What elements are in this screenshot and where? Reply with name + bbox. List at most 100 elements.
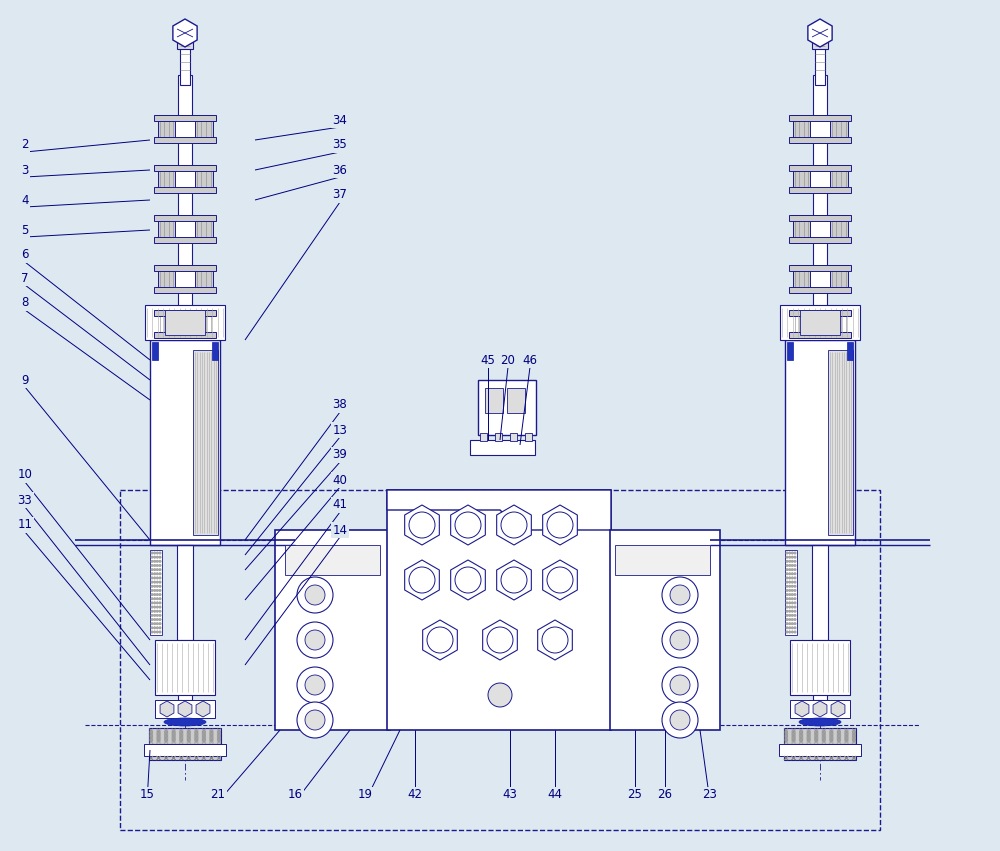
Circle shape — [788, 631, 791, 633]
Text: 5: 5 — [21, 224, 29, 237]
Circle shape — [794, 619, 796, 620]
Circle shape — [409, 512, 435, 538]
Text: 25: 25 — [628, 789, 642, 802]
Circle shape — [156, 573, 159, 575]
Circle shape — [786, 593, 788, 596]
Circle shape — [788, 622, 791, 625]
Circle shape — [156, 597, 159, 600]
Circle shape — [156, 631, 159, 633]
Bar — [507, 388, 525, 413]
Circle shape — [159, 556, 161, 558]
Circle shape — [794, 564, 796, 567]
Circle shape — [153, 585, 156, 587]
Circle shape — [794, 622, 796, 625]
Circle shape — [501, 512, 527, 538]
Circle shape — [153, 606, 156, 608]
Circle shape — [791, 551, 794, 554]
Circle shape — [159, 622, 161, 625]
Circle shape — [153, 622, 156, 625]
Polygon shape — [451, 505, 485, 545]
Circle shape — [297, 702, 333, 738]
Bar — [175, 314, 195, 334]
Circle shape — [156, 593, 159, 596]
Circle shape — [153, 564, 156, 567]
Circle shape — [791, 560, 794, 563]
Polygon shape — [423, 620, 457, 660]
Circle shape — [791, 573, 794, 575]
Circle shape — [794, 631, 796, 633]
Circle shape — [297, 622, 333, 658]
Circle shape — [156, 610, 159, 613]
Circle shape — [151, 593, 153, 596]
Polygon shape — [543, 505, 577, 545]
Circle shape — [151, 619, 153, 620]
Circle shape — [791, 597, 794, 600]
Circle shape — [794, 589, 796, 591]
Text: 40: 40 — [333, 473, 347, 487]
Bar — [149, 728, 221, 744]
Circle shape — [786, 597, 788, 600]
Bar — [789, 310, 851, 316]
Circle shape — [788, 610, 791, 613]
Bar — [789, 237, 851, 243]
Circle shape — [455, 512, 481, 538]
Circle shape — [151, 556, 153, 558]
Circle shape — [788, 577, 791, 580]
Circle shape — [547, 567, 573, 593]
Circle shape — [159, 593, 161, 596]
Bar — [792, 265, 848, 293]
Circle shape — [156, 589, 159, 591]
Text: 7: 7 — [21, 271, 29, 284]
Circle shape — [662, 577, 698, 613]
Bar — [150, 340, 220, 545]
Circle shape — [156, 560, 159, 563]
Text: 34: 34 — [333, 113, 347, 127]
Bar — [810, 219, 830, 239]
Circle shape — [791, 585, 794, 587]
Circle shape — [159, 551, 161, 554]
Circle shape — [791, 577, 794, 580]
Circle shape — [788, 606, 791, 608]
Text: 10: 10 — [18, 469, 32, 482]
Circle shape — [305, 675, 325, 695]
Circle shape — [794, 610, 796, 613]
Circle shape — [151, 589, 153, 591]
Bar — [175, 269, 195, 289]
Circle shape — [794, 602, 796, 604]
Circle shape — [794, 606, 796, 608]
Circle shape — [788, 551, 791, 554]
Bar — [387, 490, 611, 730]
Circle shape — [297, 667, 333, 703]
Bar — [510, 433, 517, 441]
Circle shape — [791, 606, 794, 608]
Circle shape — [791, 622, 794, 625]
Circle shape — [786, 606, 788, 608]
Bar — [784, 756, 856, 760]
Circle shape — [159, 626, 161, 629]
Circle shape — [791, 626, 794, 629]
Bar — [779, 744, 861, 756]
Circle shape — [786, 589, 788, 591]
Bar — [785, 340, 855, 545]
Circle shape — [153, 614, 156, 617]
Bar — [815, 25, 825, 85]
Bar — [800, 310, 840, 335]
Circle shape — [488, 683, 512, 707]
Polygon shape — [451, 560, 485, 600]
Circle shape — [786, 619, 788, 620]
Bar — [150, 550, 162, 635]
Circle shape — [156, 619, 159, 620]
Bar — [154, 137, 216, 143]
Circle shape — [153, 631, 156, 633]
Circle shape — [794, 573, 796, 575]
Bar — [480, 433, 487, 441]
Polygon shape — [405, 560, 439, 600]
Polygon shape — [497, 505, 531, 545]
Circle shape — [156, 564, 159, 567]
Circle shape — [670, 710, 690, 730]
Circle shape — [151, 631, 153, 633]
Bar — [789, 215, 851, 221]
Polygon shape — [831, 701, 845, 717]
Circle shape — [786, 573, 788, 575]
Text: 26: 26 — [658, 789, 672, 802]
